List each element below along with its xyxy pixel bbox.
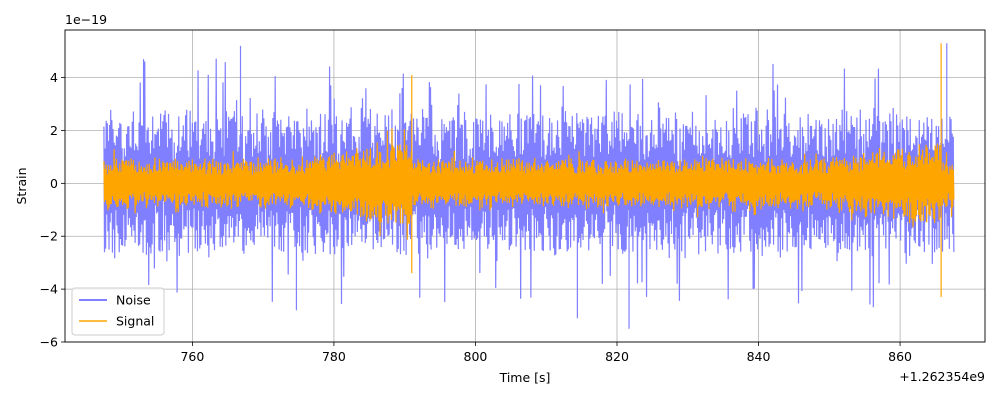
x-tick-label: 800	[464, 349, 488, 364]
legend-label-signal: Signal	[116, 314, 154, 329]
plot-frame	[64, 29, 986, 343]
x-tick-label: 760	[180, 349, 204, 364]
y-tick-label: −6	[40, 335, 58, 350]
y-axis-ticks: −6 −4 −2 0 2 4	[40, 70, 65, 350]
y-scale-label: 1e−19	[65, 12, 107, 27]
x-tick-label: 840	[747, 349, 771, 364]
legend: Noise Signal	[71, 287, 165, 336]
x-tick-label: 820	[605, 349, 629, 364]
y-tick-label: 2	[50, 123, 58, 138]
y-tick-label: 0	[50, 176, 58, 191]
x-axis-ticks: 760 780 800 820 840 860	[180, 342, 912, 364]
x-offset-label: +1.262354e9	[899, 369, 985, 384]
signal-line	[103, 43, 955, 298]
x-axis-label: Time [s]	[499, 370, 551, 385]
legend-label-noise: Noise	[116, 293, 151, 308]
y-axis-label: Strain	[14, 167, 29, 204]
y-tick-label: 4	[50, 70, 58, 85]
x-tick-label: 780	[322, 349, 346, 364]
y-tick-label: −4	[40, 282, 58, 297]
series-signal	[103, 43, 955, 298]
x-tick-label: 860	[888, 349, 912, 364]
y-tick-label: −2	[40, 229, 58, 244]
